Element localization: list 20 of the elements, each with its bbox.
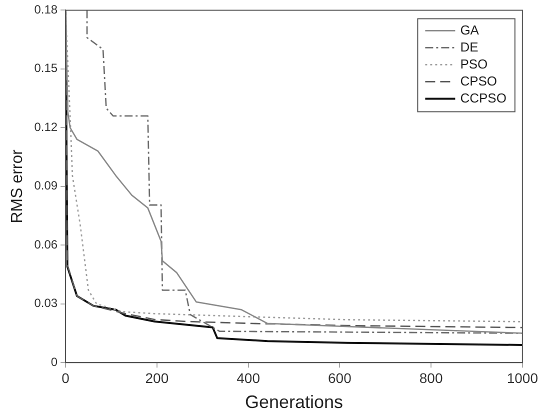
x-axis-title: Generations <box>244 392 344 412</box>
legend-label: CCPSO <box>460 90 506 106</box>
x-tick-label: 800 <box>419 370 443 386</box>
y-tick-label: 0.06 <box>34 237 58 252</box>
legend-label: CPSO <box>460 73 498 88</box>
x-tick-label: 400 <box>236 370 260 386</box>
y-axis-title: RMS error <box>9 148 26 224</box>
y-tick-label: 0.15 <box>34 61 58 76</box>
y-tick-label: 0.09 <box>34 178 58 193</box>
legend-label: DE <box>460 39 479 54</box>
y-tick-label: 0.03 <box>34 296 58 310</box>
y-tick-label: 0 <box>50 354 58 369</box>
legend-label: GA <box>460 22 480 38</box>
x-tick-label: 200 <box>145 370 169 386</box>
y-tick-label: 0.18 <box>34 2 58 17</box>
x-tick-label: 0 <box>62 370 70 386</box>
x-tick-label: 600 <box>328 370 352 386</box>
y-tick-label: 0.12 <box>34 120 58 134</box>
x-tick-label: 1000 <box>506 370 538 386</box>
legend-label: PSO <box>460 56 488 72</box>
